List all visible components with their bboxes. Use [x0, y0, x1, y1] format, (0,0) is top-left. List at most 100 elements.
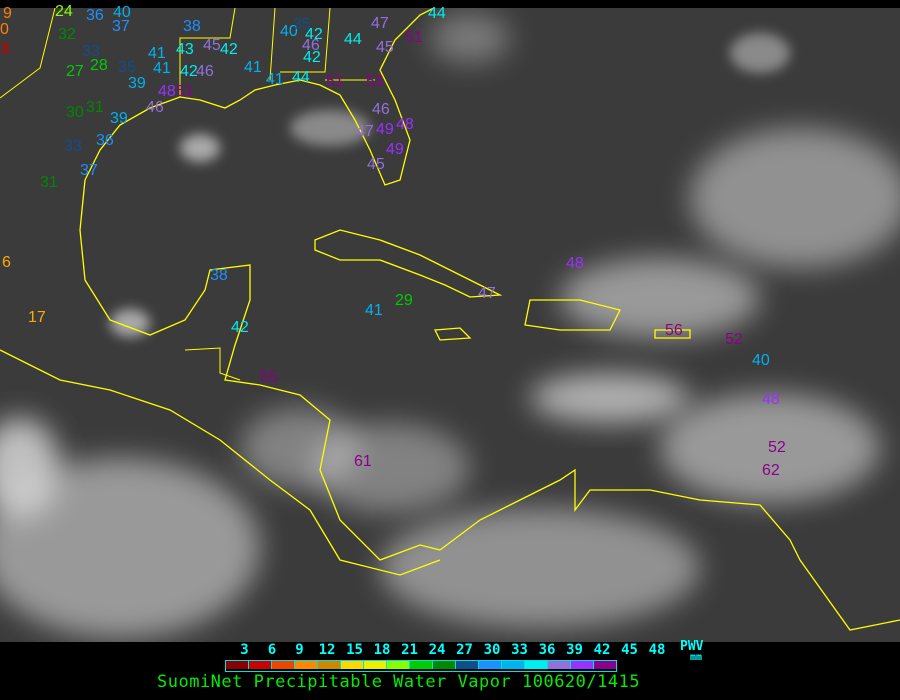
- legend-swatch: [295, 661, 318, 669]
- legend-swatch: [548, 661, 571, 669]
- legend-color-bar: [225, 660, 617, 672]
- legend-swatch: [272, 661, 295, 669]
- pacific-coast: [0, 349, 441, 576]
- station-pwv-value: 40: [280, 23, 298, 40]
- jamaica: [433, 327, 472, 341]
- station-pwv-value: 41: [148, 45, 166, 62]
- legend-tick: 39: [566, 642, 583, 658]
- station-pwv-value: 43: [176, 41, 194, 58]
- legend-swatch: [410, 661, 433, 669]
- station-pwv-value: 41: [153, 60, 171, 77]
- station-pwv-value: 29: [395, 292, 413, 309]
- legend-swatch: [479, 661, 502, 669]
- station-pwv-value: 35: [293, 16, 311, 33]
- color-scale-legend: 3 6 9 12 15 18 21 24 27 30 33 36 39 42 45 48 PWV mm Suo…: [0, 639, 900, 700]
- legend-swatch: [387, 661, 410, 669]
- station-pwv-value: 32: [58, 26, 76, 43]
- legend-swatch: [341, 661, 364, 669]
- station-pwv-value: 44: [428, 5, 446, 22]
- legend-unit: mm: [690, 652, 703, 663]
- station-pwv-value: 35: [118, 59, 136, 76]
- legend-tick: 27: [456, 642, 473, 658]
- station-pwv-value: 42: [180, 63, 198, 80]
- image-title: SuomiNet Precipitable Water Vapor 100620…: [157, 672, 641, 692]
- legend-tick: 21: [401, 642, 418, 658]
- state-borders: [179, 8, 236, 97]
- station-pwv-value: 28: [90, 57, 108, 74]
- station-pwv-value: 9: [3, 5, 12, 22]
- cloud-cover: [0, 13, 900, 638]
- legend-unit-label: PWV: [680, 639, 704, 654]
- legend-tick: 42: [593, 642, 611, 658]
- station-pwv-value: 51: [326, 73, 344, 90]
- station-pwv-value: 36: [96, 132, 114, 149]
- station-pwv-value: 42: [220, 41, 238, 58]
- legend-tick: 24: [428, 642, 446, 658]
- station-pwv-value: 6: [2, 254, 11, 271]
- station-pwv-value: 36: [86, 7, 104, 24]
- legend-tick: 6: [267, 642, 277, 658]
- state-borders: [0, 8, 56, 99]
- station-pwv-value: 47: [478, 285, 496, 302]
- station-pwv-value: 46: [302, 37, 320, 54]
- station-pwv-value: 38: [210, 267, 228, 284]
- state-borders: [280, 8, 331, 73]
- legend-tick: 33: [511, 642, 528, 658]
- station-pwv-value: 45: [367, 156, 385, 173]
- station-pwv-value: 40: [752, 352, 770, 369]
- station-pwv-value: 45: [376, 39, 394, 56]
- station-pwv-value: 46: [196, 63, 214, 80]
- cuba: [314, 229, 503, 298]
- legend-tick: 30: [483, 642, 501, 658]
- station-pwv-value: 33: [82, 43, 100, 60]
- station-pwv-value: 48: [762, 391, 780, 408]
- state-borders: [269, 8, 276, 81]
- legend-swatch: [525, 661, 548, 669]
- station-pwv-value: 47: [371, 15, 389, 32]
- station-pwv-value: 31: [40, 174, 58, 191]
- station-pwv-value: 45: [203, 37, 221, 54]
- legend-tick-labels: 3 6 9 12 15 18 21 24 27 30 33 36 39 42 45 48: [226, 642, 676, 660]
- station-pwv-value: 53: [366, 73, 384, 90]
- station-pwv-value: 41: [266, 71, 284, 88]
- station-pwv-value: 38: [183, 18, 201, 35]
- station-pwv-value: 61: [354, 453, 372, 470]
- station-pwv-value: 46: [372, 101, 390, 118]
- legend-swatch: [318, 661, 341, 669]
- legend-tick: 18: [373, 642, 391, 658]
- station-pwv-value: 49: [376, 121, 394, 138]
- station-pwv-value: 0: [0, 21, 9, 38]
- station-pwv-value: 49: [386, 141, 404, 158]
- station-pwv-value: 47: [356, 123, 374, 140]
- legend-swatch: [249, 661, 272, 669]
- satellite-map: [0, 8, 900, 642]
- station-pwv-value: 52: [725, 331, 743, 348]
- mexico-gulf-coast: [79, 179, 441, 561]
- station-pwv-value: 44: [344, 31, 362, 48]
- legend-swatch: [456, 661, 479, 669]
- station-pwv-value: 8: [1, 41, 10, 58]
- station-pwv-value: 17: [28, 309, 46, 326]
- station-pwv-value: 42: [305, 26, 323, 43]
- station-pwv-value: 41: [365, 302, 383, 319]
- station-pwv-value: 40: [113, 4, 131, 21]
- station-pwv-value: 31: [86, 99, 104, 116]
- legend-swatch: [364, 661, 387, 669]
- station-pwv-value: 42: [231, 319, 249, 336]
- legend-tick: 3: [240, 642, 249, 658]
- station-pwv-value: 33: [64, 138, 82, 155]
- station-pwv-value: 39: [110, 110, 128, 127]
- station-pwv-value: 48: [396, 116, 414, 133]
- station-pwv-value: 46: [146, 99, 164, 116]
- legend-swatch: [226, 661, 249, 669]
- station-pwv-value: 52: [768, 439, 786, 456]
- station-pwv-value: 51: [405, 29, 423, 46]
- mexico-guatemala-border: [184, 347, 241, 381]
- station-pwv-value: 48: [158, 83, 176, 100]
- legend-swatch: [433, 661, 456, 669]
- station-pwv-value: 37: [112, 18, 130, 35]
- legend-tick: 48: [648, 642, 666, 658]
- station-pwv-value: 42: [303, 49, 321, 66]
- station-pwv-value: 51: [176, 83, 194, 100]
